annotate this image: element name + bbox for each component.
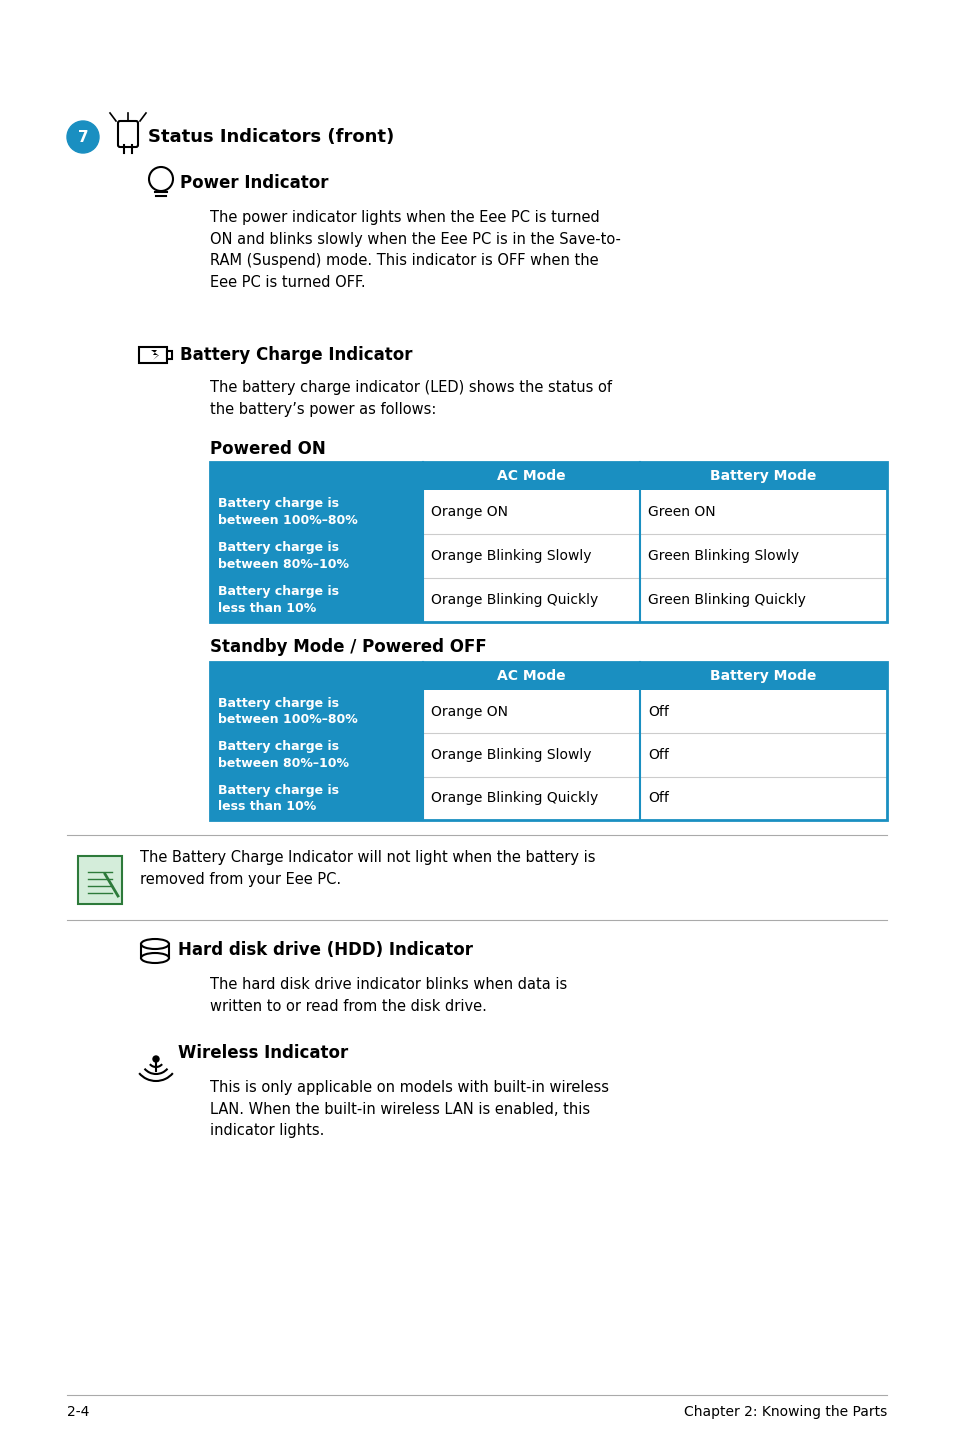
Bar: [210, 462, 886, 490]
Ellipse shape: [141, 939, 169, 949]
Text: Battery charge is
between 80%–10%: Battery charge is between 80%–10%: [218, 541, 349, 571]
Text: Battery Mode: Battery Mode: [710, 669, 816, 683]
Bar: [210, 661, 886, 820]
Text: Wireless Indicator: Wireless Indicator: [178, 1044, 348, 1063]
Bar: [423, 777, 639, 820]
Bar: [639, 690, 886, 733]
Bar: [639, 578, 886, 623]
Bar: [423, 578, 639, 623]
Text: Battery charge is
between 80%–10%: Battery charge is between 80%–10%: [218, 741, 349, 769]
Text: Off: Off: [647, 748, 668, 762]
Polygon shape: [139, 347, 167, 362]
Text: Standby Mode / Powered OFF: Standby Mode / Powered OFF: [210, 638, 486, 656]
Circle shape: [67, 121, 99, 152]
Bar: [210, 733, 423, 777]
Text: Orange Blinking Slowly: Orange Blinking Slowly: [431, 748, 591, 762]
Text: Green Blinking Quickly: Green Blinking Quickly: [647, 592, 805, 607]
Polygon shape: [151, 349, 159, 360]
Text: Green ON: Green ON: [647, 505, 715, 519]
Ellipse shape: [141, 953, 169, 963]
Text: Battery Charge Indicator: Battery Charge Indicator: [180, 347, 412, 364]
Text: Orange Blinking Quickly: Orange Blinking Quickly: [431, 592, 598, 607]
Bar: [639, 533, 886, 578]
Bar: [167, 351, 172, 360]
Bar: [210, 777, 423, 820]
Text: Battery Mode: Battery Mode: [710, 469, 816, 483]
Bar: [210, 533, 423, 578]
Bar: [639, 490, 886, 533]
Bar: [423, 690, 639, 733]
Bar: [423, 733, 639, 777]
Text: Battery charge is
less than 10%: Battery charge is less than 10%: [218, 585, 338, 615]
Circle shape: [152, 1055, 159, 1063]
Bar: [141, 943, 169, 958]
Bar: [210, 490, 423, 533]
Text: Green Blinking Slowly: Green Blinking Slowly: [647, 549, 799, 564]
Text: This is only applicable on models with built-in wireless
LAN. When the built-in : This is only applicable on models with b…: [210, 1080, 608, 1139]
Bar: [639, 733, 886, 777]
Text: AC Mode: AC Mode: [497, 669, 565, 683]
Text: Battery charge is
between 100%–80%: Battery charge is between 100%–80%: [218, 697, 357, 726]
Bar: [423, 490, 639, 533]
Text: Powered ON: Powered ON: [210, 440, 325, 457]
Bar: [210, 462, 886, 623]
Text: 7: 7: [77, 129, 89, 144]
Text: Power Indicator: Power Indicator: [180, 174, 328, 193]
Bar: [423, 533, 639, 578]
Bar: [639, 777, 886, 820]
FancyBboxPatch shape: [118, 121, 138, 147]
Text: 2-4: 2-4: [67, 1405, 90, 1419]
Text: The battery charge indicator (LED) shows the status of
the battery’s power as fo: The battery charge indicator (LED) shows…: [210, 380, 612, 417]
Text: Orange Blinking Slowly: Orange Blinking Slowly: [431, 549, 591, 564]
Text: The hard disk drive indicator blinks when data is
written to or read from the di: The hard disk drive indicator blinks whe…: [210, 976, 567, 1014]
Bar: [210, 578, 423, 623]
Text: Chapter 2: Knowing the Parts: Chapter 2: Knowing the Parts: [683, 1405, 886, 1419]
Text: Battery charge is
between 100%–80%: Battery charge is between 100%–80%: [218, 498, 357, 526]
Text: Orange Blinking Quickly: Orange Blinking Quickly: [431, 791, 598, 805]
Text: The Battery Charge Indicator will not light when the battery is
removed from you: The Battery Charge Indicator will not li…: [140, 850, 595, 887]
Bar: [210, 690, 423, 733]
Text: Status Indicators (front): Status Indicators (front): [148, 128, 394, 147]
Text: Orange ON: Orange ON: [431, 705, 508, 719]
Text: Battery charge is
less than 10%: Battery charge is less than 10%: [218, 784, 338, 812]
Text: AC Mode: AC Mode: [497, 469, 565, 483]
Text: Off: Off: [647, 705, 668, 719]
Bar: [210, 661, 886, 690]
Text: Hard disk drive (HDD) Indicator: Hard disk drive (HDD) Indicator: [178, 940, 473, 959]
Circle shape: [149, 167, 172, 191]
FancyBboxPatch shape: [78, 856, 122, 905]
Text: The power indicator lights when the Eee PC is turned
ON and blinks slowly when t: The power indicator lights when the Eee …: [210, 210, 620, 290]
Text: Orange ON: Orange ON: [431, 505, 508, 519]
Text: Off: Off: [647, 791, 668, 805]
